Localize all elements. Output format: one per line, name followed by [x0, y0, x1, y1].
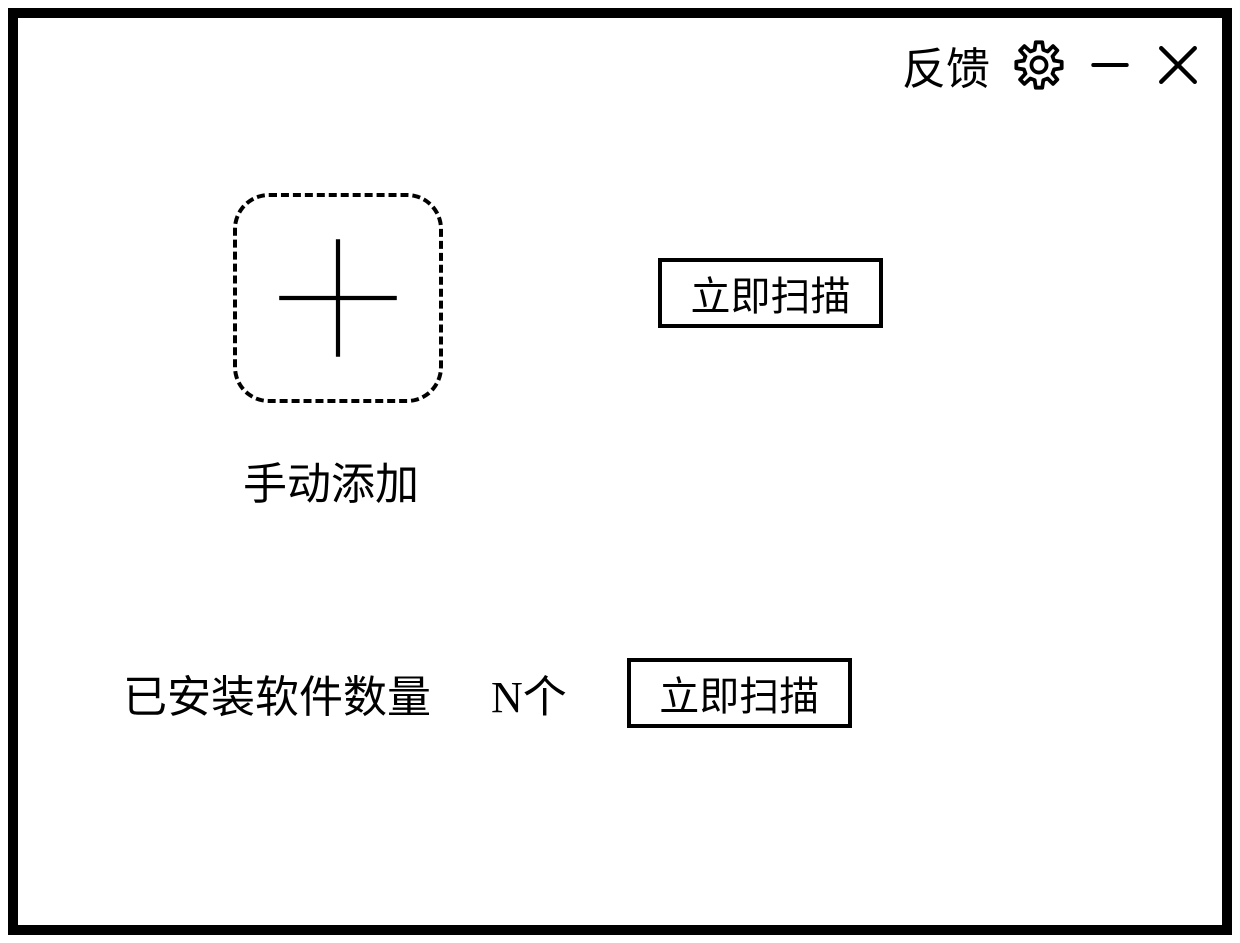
gear-icon: [1012, 38, 1066, 92]
titlebar: 反馈: [902, 33, 1202, 97]
feedback-link[interactable]: 反馈: [902, 33, 990, 97]
installed-count-label: 已安装软件数量: [123, 661, 431, 725]
close-button[interactable]: [1154, 41, 1202, 89]
settings-button[interactable]: [1012, 38, 1066, 92]
installed-count-value: N个: [491, 661, 567, 725]
installed-software-row: 已安装软件数量 N个 立即扫描: [123, 658, 852, 728]
close-icon: [1154, 41, 1202, 89]
manual-add-tile[interactable]: [233, 193, 443, 403]
minimize-button[interactable]: [1088, 43, 1132, 87]
manual-add-label: 手动添加: [243, 448, 419, 512]
scan-now-button-top[interactable]: 立即扫描: [658, 258, 883, 328]
plus-icon: [268, 228, 408, 368]
minimize-icon: [1088, 43, 1132, 87]
app-window: 反馈 手动添加 立即扫描: [8, 8, 1232, 935]
scan-now-button-bottom[interactable]: 立即扫描: [627, 658, 852, 728]
